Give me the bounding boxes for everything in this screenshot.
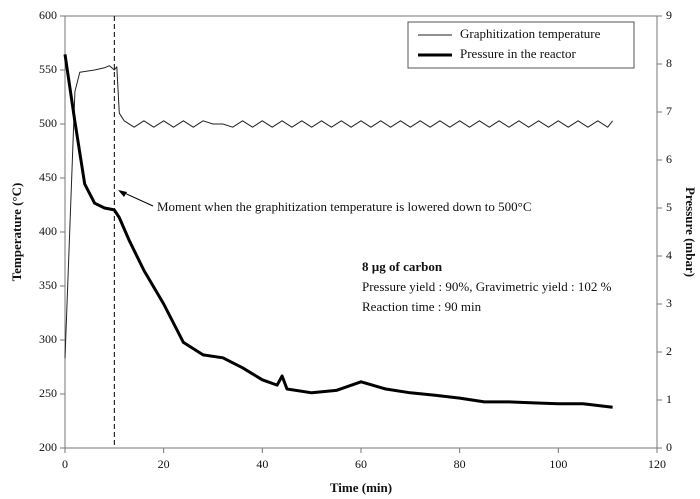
annotation: Moment when the graphitization temperatu… bbox=[157, 199, 532, 214]
x-tick-label: 40 bbox=[256, 457, 268, 471]
y2-axis-label: Pressure (mbar) bbox=[683, 187, 698, 277]
x-tick-label: 120 bbox=[648, 457, 666, 471]
y2-tick-label: 6 bbox=[666, 152, 672, 166]
x-axis-label: Time (min) bbox=[330, 480, 392, 495]
series-line bbox=[63, 54, 613, 409]
y-tick-label: 600 bbox=[39, 8, 57, 22]
info-title: 8 µg of carbon bbox=[362, 259, 443, 274]
x-tick-label: 20 bbox=[158, 457, 170, 471]
legend-label: Pressure in the reactor bbox=[460, 46, 577, 61]
y2-tick-label: 9 bbox=[666, 8, 672, 22]
y-tick-label: 250 bbox=[39, 386, 57, 400]
y2-tick-label: 0 bbox=[666, 440, 672, 454]
y2-tick-label: 8 bbox=[666, 56, 672, 70]
x-tick-label: 60 bbox=[355, 457, 367, 471]
x-tick-label: 0 bbox=[62, 457, 68, 471]
y2-tick-label: 1 bbox=[666, 392, 672, 406]
legend-label: Graphitization temperature bbox=[460, 26, 601, 41]
y-tick-label: 350 bbox=[39, 278, 57, 292]
y-axis-label: Temperature (°C) bbox=[9, 183, 24, 282]
legend-box bbox=[407, 21, 635, 69]
y-tick-label: 400 bbox=[39, 224, 57, 238]
y-tick-label: 200 bbox=[39, 440, 57, 454]
arrow-head bbox=[118, 190, 127, 197]
x-tick-label: 100 bbox=[549, 457, 567, 471]
y-tick-label: 450 bbox=[39, 170, 57, 184]
y-tick-label: 500 bbox=[39, 116, 57, 130]
info-line: Reaction time : 90 min bbox=[362, 299, 482, 314]
x-tick-label: 80 bbox=[454, 457, 466, 471]
y-tick-label: 300 bbox=[39, 332, 57, 346]
y2-tick-label: 2 bbox=[666, 344, 672, 358]
y2-tick-label: 7 bbox=[666, 104, 672, 118]
series-line bbox=[64, 65, 613, 359]
y-tick-label: 550 bbox=[39, 62, 57, 76]
info-line: Pressure yield : 90%, Gravimetric yield … bbox=[362, 279, 612, 294]
y2-tick-label: 5 bbox=[666, 200, 672, 214]
y2-tick-label: 3 bbox=[666, 296, 672, 310]
y2-tick-label: 4 bbox=[666, 248, 672, 262]
